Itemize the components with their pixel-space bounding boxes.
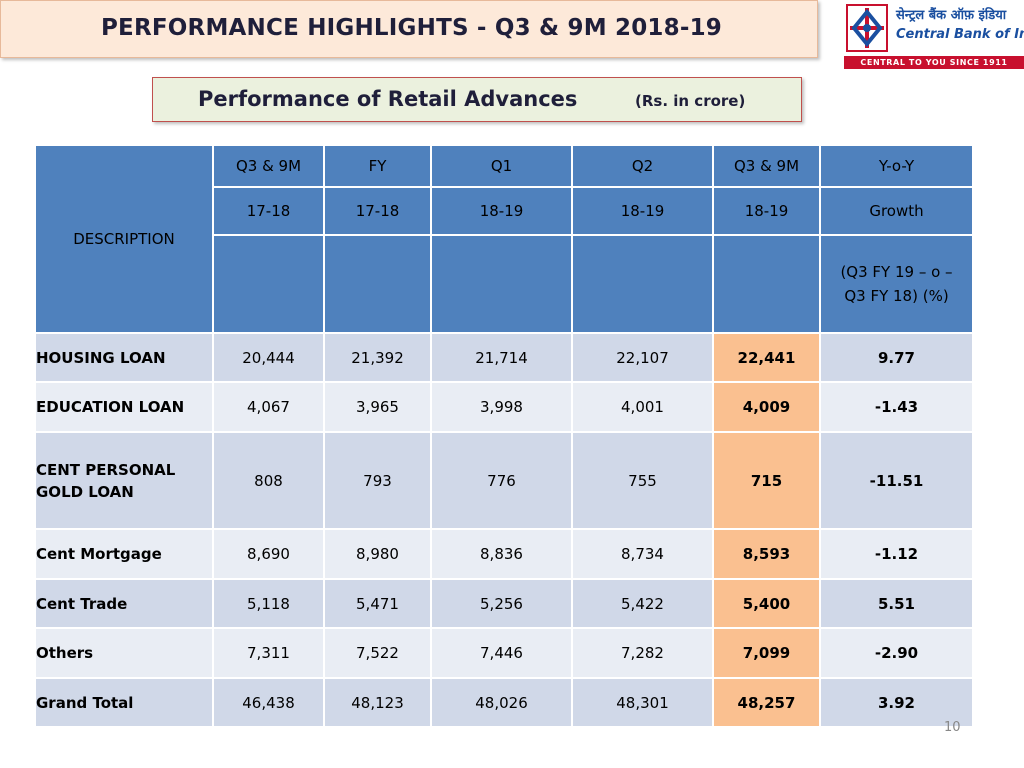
header-row-2: 17-18 17-18 18-19 18-19 18-19 Growth xyxy=(35,186,974,236)
table-cell: 5,118 xyxy=(212,578,325,629)
highlight-cell: 715 xyxy=(712,431,821,530)
col-header-line1: FY xyxy=(323,144,432,188)
table-cell: 46,438 xyxy=(212,677,325,728)
highlight-cell: 7,099 xyxy=(712,627,821,679)
table-row: Cent Mortgage 8,690 8,980 8,836 8,734 8,… xyxy=(34,528,974,580)
table-cell: 22,107 xyxy=(571,332,714,383)
highlight-cell: 8,593 xyxy=(712,528,821,580)
subtitle-unit: (Rs. in crore) xyxy=(635,92,746,110)
col-header-line1: Q1 xyxy=(430,144,573,188)
bank-emblem-icon xyxy=(846,4,888,52)
growth-cell: -1.12 xyxy=(819,528,974,580)
col-header-line2: 18-19 xyxy=(712,186,821,236)
table-cell: 3,998 xyxy=(430,381,573,433)
col-header-line2: 17-18 xyxy=(323,186,432,236)
table-row: HOUSING LOAN 20,444 21,392 21,714 22,107… xyxy=(34,332,974,383)
table-cell: 7,522 xyxy=(323,627,432,679)
description-header: DESCRIPTION xyxy=(34,144,214,334)
table-cell: 4,001 xyxy=(571,381,714,433)
col-header-line1: Y-o-Y xyxy=(819,144,974,188)
subtitle-box: Performance of Retail Advances (Rs. in c… xyxy=(152,77,802,122)
table-cell: 8,836 xyxy=(430,528,573,580)
header-row-3: (Q3 FY 19 – o – Q3 FY 18) (%) xyxy=(35,234,974,334)
logo-hindi-name: सेन्ट्रल बैंक ऑफ़ इंडिया xyxy=(896,8,1007,23)
table-cell: 808 xyxy=(212,431,325,530)
header-row-1: DESCRIPTION Q3 & 9M FY Q1 Q2 Q3 & 9M Y-o… xyxy=(34,144,974,334)
table-cell: 21,392 xyxy=(323,332,432,383)
col-header-line2: 18-19 xyxy=(571,186,714,236)
growth-cell: -2.90 xyxy=(819,627,974,679)
col-header-line2: 18-19 xyxy=(430,186,573,236)
growth-cell: 9.77 xyxy=(819,332,974,383)
table-cell: 8,690 xyxy=(212,528,325,580)
table-cell: 7,311 xyxy=(212,627,325,679)
table-cell: 7,446 xyxy=(430,627,573,679)
retail-advances-table: DESCRIPTION Q3 & 9M FY Q1 Q2 Q3 & 9M Y-o… xyxy=(34,144,974,728)
table-cell: 7,282 xyxy=(571,627,714,679)
table-cell: 21,714 xyxy=(430,332,573,383)
table-row: Others 7,311 7,522 7,446 7,282 7,099 -2.… xyxy=(34,627,974,679)
col-header-line1: Q3 & 9M xyxy=(212,144,325,188)
table-cell: 48,301 xyxy=(571,677,714,728)
row-label: CENT PERSONAL GOLD LOAN xyxy=(34,431,214,530)
table-cell: 793 xyxy=(323,431,432,530)
col-header-line3 xyxy=(571,234,714,334)
table-cell: 48,123 xyxy=(323,677,432,728)
bank-logo: सेन्ट्रल बैंक ऑफ़ इंडिया Central Bank of… xyxy=(844,0,1024,70)
col-header-line3 xyxy=(712,234,821,334)
row-label: Cent Trade xyxy=(34,578,214,629)
row-label: Grand Total xyxy=(34,677,214,728)
row-label: Others xyxy=(34,627,214,679)
table-cell: 8,734 xyxy=(571,528,714,580)
subtitle-main: Performance of Retail Advances xyxy=(198,87,578,111)
col-header-line3 xyxy=(323,234,432,334)
table-cell: 20,444 xyxy=(212,332,325,383)
page-number: 10 xyxy=(944,720,961,735)
growth-cell: 3.92 xyxy=(819,677,974,728)
row-label: EDUCATION LOAN xyxy=(34,381,214,433)
table-row: Cent Trade 5,118 5,471 5,256 5,422 5,400… xyxy=(34,578,974,629)
table-row: Grand Total 46,438 48,123 48,026 48,301 … xyxy=(34,677,974,728)
highlight-cell: 5,400 xyxy=(712,578,821,629)
col-header-line3: (Q3 FY 19 – o – Q3 FY 18) (%) xyxy=(819,234,974,334)
logo-english-name: Central Bank of India xyxy=(896,27,1024,42)
table-cell: 48,026 xyxy=(430,677,573,728)
logo-box: सेन्ट्रल बैंक ऑफ़ इंडिया Central Bank of… xyxy=(844,0,1024,56)
table-row: EDUCATION LOAN 4,067 3,965 3,998 4,001 4… xyxy=(34,381,974,433)
col-header-line1: Q3 & 9M xyxy=(712,144,821,188)
highlight-cell: 48,257 xyxy=(712,677,821,728)
col-header-line2: Growth xyxy=(819,186,974,236)
table-cell: 4,067 xyxy=(212,381,325,433)
highlight-cell: 4,009 xyxy=(712,381,821,433)
title-bar: PERFORMANCE HIGHLIGHTS - Q3 & 9M 2018-19 xyxy=(0,0,818,58)
table-cell: 8,980 xyxy=(323,528,432,580)
table-cell: 5,422 xyxy=(571,578,714,629)
col-header-line3 xyxy=(212,234,325,334)
growth-cell: 5.51 xyxy=(819,578,974,629)
table-cell: 755 xyxy=(571,431,714,530)
table-row: CENT PERSONAL GOLD LOAN 808 793 776 755 … xyxy=(34,431,974,530)
highlight-cell: 22,441 xyxy=(712,332,821,383)
logo-tagline: CENTRAL TO YOU SINCE 1911 xyxy=(844,56,1024,69)
table-cell: 5,256 xyxy=(430,578,573,629)
row-label: Cent Mortgage xyxy=(34,528,214,580)
col-header-line3 xyxy=(430,234,573,334)
row-label: HOUSING LOAN xyxy=(34,332,214,383)
table-cell: 5,471 xyxy=(323,578,432,629)
col-header-line2: 17-18 xyxy=(212,186,325,236)
growth-cell: -1.43 xyxy=(819,381,974,433)
page-title: PERFORMANCE HIGHLIGHTS - Q3 & 9M 2018-19 xyxy=(101,15,722,41)
table-cell: 3,965 xyxy=(323,381,432,433)
col-header-line1: Q2 xyxy=(571,144,714,188)
growth-cell: -11.51 xyxy=(819,431,974,530)
table-cell: 776 xyxy=(430,431,573,530)
